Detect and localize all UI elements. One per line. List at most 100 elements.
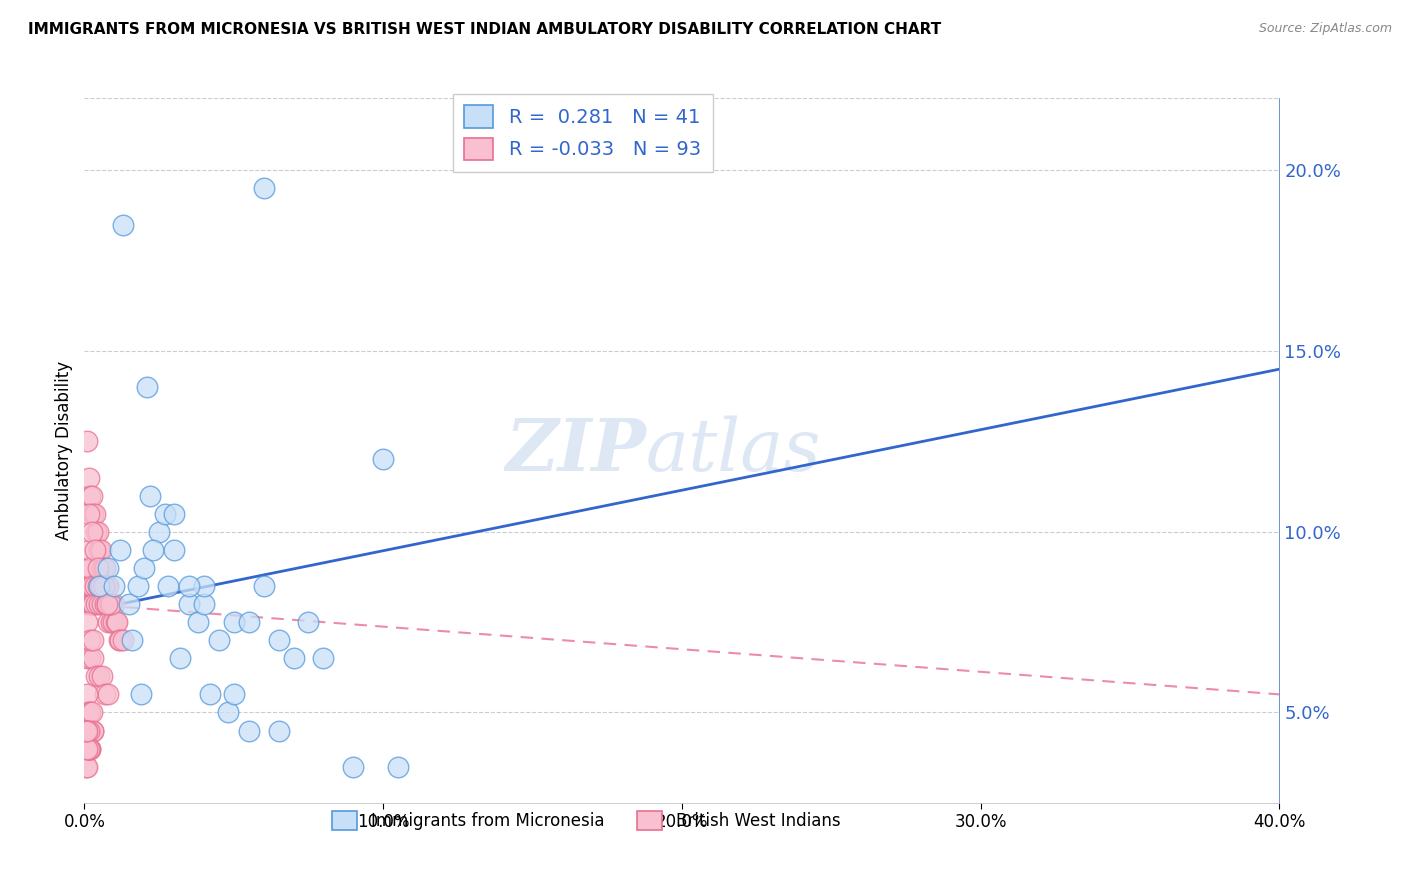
Point xyxy=(121,633,143,648)
Point xyxy=(101,615,124,629)
Point xyxy=(77,542,100,557)
Point xyxy=(253,181,276,195)
Point xyxy=(87,524,110,539)
Point xyxy=(89,542,111,557)
Text: Source: ZipAtlas.com: Source: ZipAtlas.com xyxy=(1258,22,1392,36)
Point xyxy=(238,723,260,738)
Point xyxy=(79,741,101,756)
Point xyxy=(75,723,97,738)
Point xyxy=(82,597,104,611)
Point xyxy=(373,452,395,467)
Point xyxy=(222,615,245,629)
Point xyxy=(94,561,117,575)
Point xyxy=(103,579,125,593)
Point xyxy=(86,524,108,539)
Point xyxy=(107,633,129,648)
Point xyxy=(79,561,101,575)
Point xyxy=(77,507,100,521)
Point xyxy=(118,597,141,611)
Point xyxy=(98,597,121,611)
Point xyxy=(77,706,100,720)
Point xyxy=(94,687,117,701)
Point xyxy=(97,615,120,629)
Point xyxy=(76,741,98,756)
Point xyxy=(110,542,132,557)
Point xyxy=(83,507,105,521)
Point xyxy=(76,723,98,738)
Point xyxy=(267,633,290,648)
Point xyxy=(77,741,100,756)
Point xyxy=(87,561,110,575)
Point xyxy=(312,651,335,665)
Point xyxy=(75,706,97,720)
Point xyxy=(79,489,101,503)
Point xyxy=(86,669,108,683)
Point xyxy=(77,470,100,484)
Point xyxy=(75,759,97,773)
Point xyxy=(82,651,104,665)
Point xyxy=(82,723,104,738)
Point xyxy=(148,524,170,539)
Point xyxy=(89,579,111,593)
Point xyxy=(76,615,98,629)
Point xyxy=(96,579,118,593)
Point xyxy=(76,561,98,575)
Point xyxy=(253,579,276,593)
Point xyxy=(75,723,97,738)
Point xyxy=(77,741,100,756)
Point xyxy=(103,597,125,611)
Point xyxy=(97,579,120,593)
Point xyxy=(77,579,100,593)
Point xyxy=(89,597,111,611)
Point xyxy=(87,579,110,593)
Point xyxy=(100,615,122,629)
Point xyxy=(198,687,221,701)
Point xyxy=(112,218,135,232)
Legend: Immigrants from Micronesia, British West Indians: Immigrants from Micronesia, British West… xyxy=(326,805,846,837)
Point xyxy=(105,615,128,629)
Point xyxy=(76,741,98,756)
Point xyxy=(76,759,98,773)
Point xyxy=(79,633,101,648)
Point xyxy=(93,561,115,575)
Point xyxy=(97,561,120,575)
Point xyxy=(90,579,112,593)
Point xyxy=(80,489,103,503)
Point xyxy=(169,651,191,665)
Point xyxy=(80,597,103,611)
Point xyxy=(193,579,215,593)
Text: IMMIGRANTS FROM MICRONESIA VS BRITISH WEST INDIAN AMBULATORY DISABILITY CORRELAT: IMMIGRANTS FROM MICRONESIA VS BRITISH WE… xyxy=(28,22,942,37)
Point xyxy=(91,597,114,611)
Point xyxy=(142,542,165,557)
Point xyxy=(112,633,135,648)
Point xyxy=(217,706,239,720)
Point xyxy=(163,542,186,557)
Point xyxy=(163,507,186,521)
Point xyxy=(75,597,97,611)
Point xyxy=(96,597,118,611)
Point xyxy=(132,561,156,575)
Point xyxy=(80,706,103,720)
Point xyxy=(387,759,409,773)
Point xyxy=(79,723,101,738)
Point xyxy=(89,669,111,683)
Point xyxy=(104,615,127,629)
Point xyxy=(76,434,98,449)
Point xyxy=(127,579,149,593)
Point xyxy=(83,542,105,557)
Point xyxy=(153,507,176,521)
Point xyxy=(94,597,117,611)
Point xyxy=(80,579,103,593)
Point xyxy=(139,489,162,503)
Point xyxy=(76,723,98,738)
Point xyxy=(110,633,132,648)
Point xyxy=(222,687,245,701)
Point xyxy=(75,723,97,738)
Point xyxy=(100,597,122,611)
Point xyxy=(90,542,112,557)
Point xyxy=(75,723,97,738)
Point xyxy=(157,579,180,593)
Point xyxy=(238,615,260,629)
Point xyxy=(82,633,104,648)
Point xyxy=(91,669,114,683)
